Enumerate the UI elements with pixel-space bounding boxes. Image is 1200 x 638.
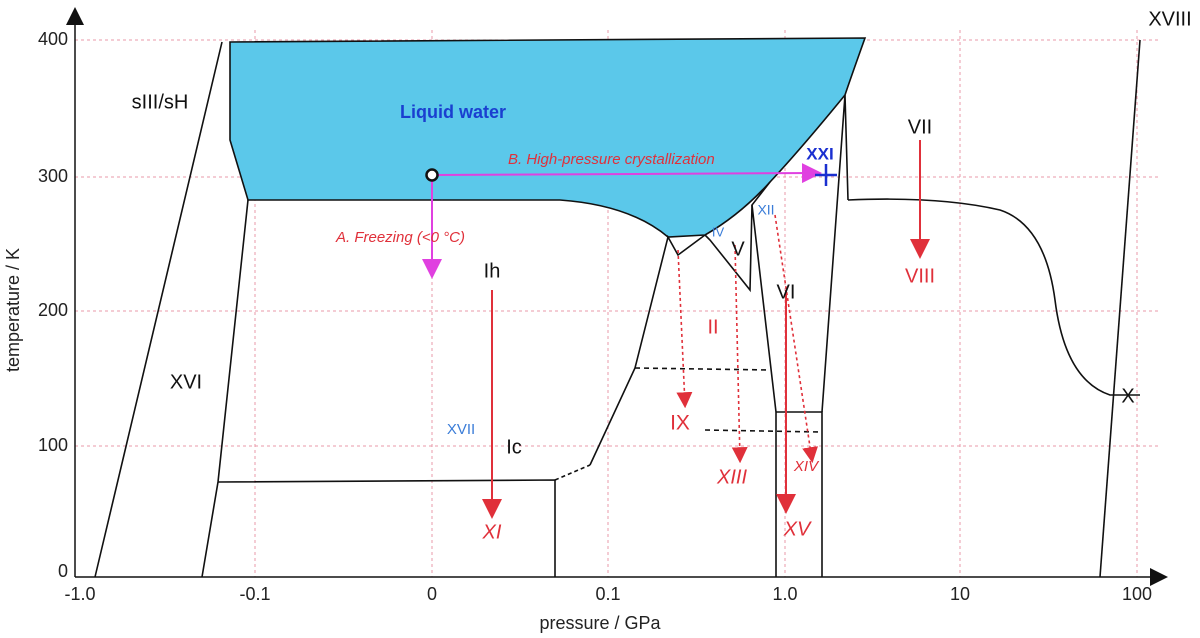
x-tick-label: -1.0 bbox=[64, 584, 95, 604]
label: Ic bbox=[506, 436, 522, 458]
y-tick-label: 0 bbox=[58, 561, 68, 581]
label: X bbox=[1121, 385, 1134, 407]
label: Liquid water bbox=[400, 102, 506, 122]
label: XVI bbox=[170, 371, 202, 393]
x-tick-label: 0.1 bbox=[595, 584, 620, 604]
annotation: A. Freezing (<0 °C) bbox=[335, 229, 465, 246]
x-tick-label: 10 bbox=[950, 584, 970, 604]
label: XVIII bbox=[1148, 8, 1191, 30]
label: XXI bbox=[806, 144, 833, 163]
y-tick-label: 100 bbox=[38, 435, 68, 455]
label: VII bbox=[908, 116, 932, 138]
x-tick-label: 1.0 bbox=[772, 584, 797, 604]
label: VI bbox=[777, 281, 796, 303]
x-ticks: -1.0 -0.1 0 0.1 1.0 10 100 bbox=[64, 584, 1152, 604]
label: V bbox=[731, 238, 745, 260]
label: XIV bbox=[793, 458, 820, 475]
arrows bbox=[422, 140, 930, 519]
label: VIII bbox=[905, 265, 935, 287]
x-axis-label: pressure / GPa bbox=[539, 613, 661, 633]
label: XIII bbox=[716, 466, 747, 488]
y-tick-label: 200 bbox=[38, 300, 68, 320]
labels: Liquid water sIII/sH XVI Ih Ic XVII XI I… bbox=[132, 8, 1192, 543]
phase-boundaries bbox=[94, 39, 1141, 578]
liquid-region bbox=[229, 37, 867, 238]
label: XVII bbox=[447, 421, 475, 438]
axes bbox=[66, 7, 1168, 586]
y-tick-label: 400 bbox=[38, 29, 68, 49]
label: XI bbox=[482, 521, 502, 543]
label: sIII/sH bbox=[132, 91, 189, 113]
y-axis-label: temperature / K bbox=[3, 248, 23, 372]
label: XII bbox=[757, 202, 774, 218]
x-tick-label: -0.1 bbox=[239, 584, 270, 604]
y-tick-label: 300 bbox=[38, 166, 68, 186]
x-tick-label: 100 bbox=[1122, 584, 1152, 604]
y-ticks: 400 300 200 100 0 bbox=[38, 29, 68, 581]
label: IX bbox=[670, 412, 690, 435]
label: II bbox=[707, 316, 718, 338]
label: IV bbox=[712, 224, 725, 239]
x-tick-label: 0 bbox=[427, 584, 437, 604]
label: Ih bbox=[484, 260, 501, 282]
annotation: B. High-pressure crystallization bbox=[508, 151, 715, 168]
label: XV bbox=[783, 518, 812, 540]
